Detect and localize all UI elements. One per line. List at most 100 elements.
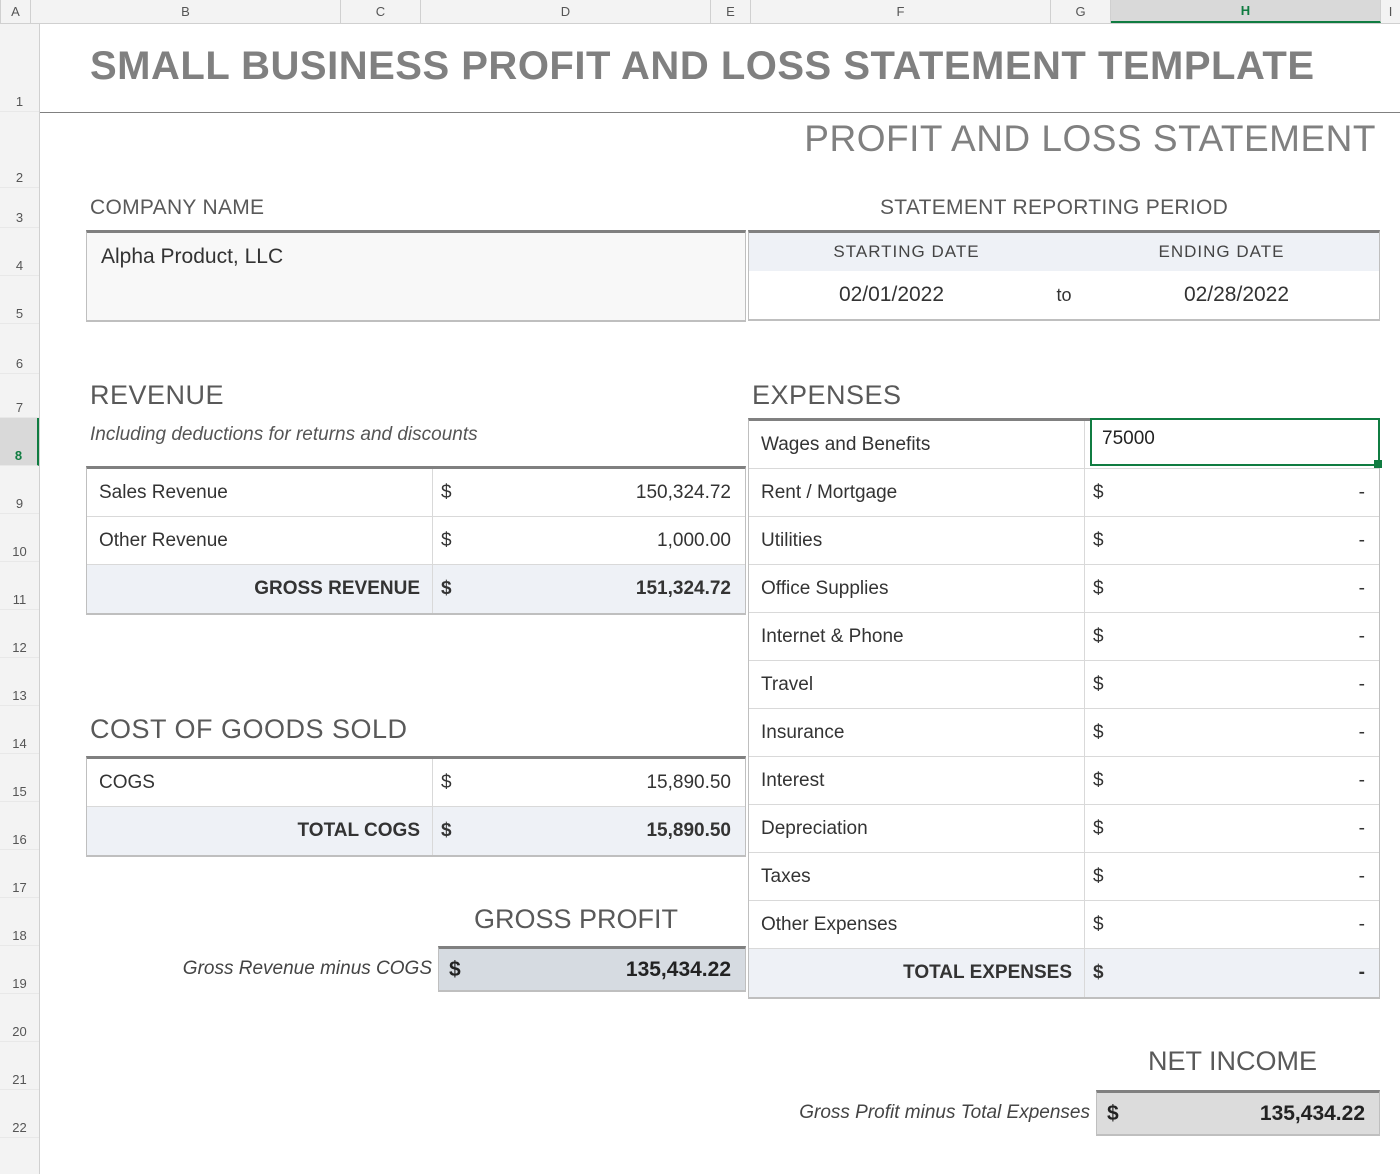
gross-profit-heading: GROSS PROFIT bbox=[474, 904, 678, 935]
column-header[interactable]: F bbox=[751, 0, 1051, 23]
expense-row-label: Rent / Mortgage bbox=[749, 469, 1085, 516]
currency-symbol: $ bbox=[433, 482, 463, 504]
table-row[interactable]: Depreciation$- bbox=[749, 805, 1379, 853]
revenue-note: Including deductions for returns and dis… bbox=[90, 424, 478, 446]
net-income-box: $ 135,434.22 bbox=[1096, 1090, 1380, 1136]
sheet-canvas[interactable]: SMALL BUSINESS PROFIT AND LOSS STATEMENT… bbox=[40, 24, 1400, 1174]
row-header[interactable]: 4 bbox=[0, 228, 39, 276]
column-header[interactable]: C bbox=[341, 0, 421, 23]
revenue-total-row: GROSS REVENUE $ 151,324.72 bbox=[87, 565, 745, 613]
gross-profit-note: Gross Revenue minus COGS bbox=[86, 958, 432, 980]
spreadsheet: ABCDEFGHI 123456789101112131415161718192… bbox=[0, 0, 1400, 1174]
column-header[interactable]: H bbox=[1111, 0, 1381, 23]
expense-row-label: Wages and Benefits bbox=[749, 421, 1085, 468]
active-cell-value: 75000 bbox=[1102, 428, 1155, 449]
currency-symbol: $ bbox=[433, 530, 463, 552]
table-row[interactable]: Travel$- bbox=[749, 661, 1379, 709]
row-header[interactable]: 8 bbox=[0, 418, 39, 466]
row-header[interactable]: 11 bbox=[0, 562, 39, 610]
row-header[interactable]: 10 bbox=[0, 514, 39, 562]
row-header[interactable]: 20 bbox=[0, 994, 39, 1042]
table-row[interactable]: COGS $ 15,890.50 bbox=[87, 759, 745, 807]
currency-symbol: $ bbox=[1085, 770, 1115, 792]
expense-row-label: Internet & Phone bbox=[749, 613, 1085, 660]
table-row[interactable]: Insurance$- bbox=[749, 709, 1379, 757]
table-row[interactable]: Interest$- bbox=[749, 757, 1379, 805]
column-header[interactable]: D bbox=[421, 0, 711, 23]
row-header[interactable]: 13 bbox=[0, 658, 39, 706]
period-end-header: ENDING DATE bbox=[1064, 233, 1379, 271]
expense-row-label: Office Supplies bbox=[749, 565, 1085, 612]
row-header[interactable]: 15 bbox=[0, 754, 39, 802]
table-row[interactable]: Other Expenses$- bbox=[749, 901, 1379, 949]
row-header-strip: 12345678910111213141516171819202122 bbox=[0, 24, 40, 1174]
expense-row-value: - bbox=[1115, 866, 1379, 888]
table-row[interactable]: Taxes$- bbox=[749, 853, 1379, 901]
row-header[interactable]: 5 bbox=[0, 276, 39, 324]
currency-symbol: $ bbox=[1085, 818, 1115, 840]
row-header[interactable]: 19 bbox=[0, 946, 39, 994]
page-subtitle: PROFIT AND LOSS STATEMENT bbox=[804, 118, 1376, 160]
row-header[interactable]: 7 bbox=[0, 374, 39, 418]
table-row[interactable]: Internet & Phone$- bbox=[749, 613, 1379, 661]
revenue-row-label: Sales Revenue bbox=[87, 469, 433, 516]
row-header[interactable]: 12 bbox=[0, 610, 39, 658]
currency-symbol: $ bbox=[1085, 914, 1115, 936]
column-header[interactable]: G bbox=[1051, 0, 1111, 23]
fill-handle[interactable] bbox=[1374, 460, 1382, 468]
period-start-value[interactable]: 02/01/2022 bbox=[749, 271, 1034, 319]
row-header[interactable]: 14 bbox=[0, 706, 39, 754]
period-box: STARTING DATE ENDING DATE 02/01/2022 to … bbox=[748, 230, 1380, 321]
expense-row-value: - bbox=[1115, 482, 1379, 504]
expense-row-label: Travel bbox=[749, 661, 1085, 708]
select-all-corner[interactable] bbox=[0, 0, 1, 23]
row-header[interactable]: 9 bbox=[0, 466, 39, 514]
expenses-table: Wages and BenefitsRent / Mortgage$-Utili… bbox=[748, 418, 1380, 999]
currency-symbol: $ bbox=[1085, 578, 1115, 600]
revenue-table: Sales Revenue $ 150,324.72 Other Revenue… bbox=[86, 466, 746, 615]
active-cell[interactable]: 75000 bbox=[1090, 418, 1380, 466]
currency-symbol: $ bbox=[433, 820, 463, 842]
row-header[interactable]: 6 bbox=[0, 324, 39, 374]
expense-row-label: Insurance bbox=[749, 709, 1085, 756]
net-income-value: 135,434.22 bbox=[1127, 1102, 1379, 1126]
revenue-total-value: 151,324.72 bbox=[463, 578, 745, 600]
row-header[interactable]: 17 bbox=[0, 850, 39, 898]
expense-row-value: - bbox=[1115, 722, 1379, 744]
row-header[interactable]: 22 bbox=[0, 1090, 39, 1138]
row-header[interactable]: 21 bbox=[0, 1042, 39, 1090]
expense-row-value: - bbox=[1115, 818, 1379, 840]
page-title: SMALL BUSINESS PROFIT AND LOSS STATEMENT… bbox=[90, 44, 1315, 89]
table-row[interactable]: Other Revenue $ 1,000.00 bbox=[87, 517, 745, 565]
table-row[interactable]: Sales Revenue $ 150,324.72 bbox=[87, 469, 745, 517]
period-start-header: STARTING DATE bbox=[749, 233, 1064, 271]
currency-symbol: $ bbox=[1085, 674, 1115, 696]
table-row[interactable]: Utilities$- bbox=[749, 517, 1379, 565]
company-name-box[interactable]: Alpha Product, LLC bbox=[86, 230, 746, 322]
row-header[interactable]: 3 bbox=[0, 188, 39, 228]
company-label: COMPANY NAME bbox=[90, 196, 264, 220]
table-row[interactable]: Office Supplies$- bbox=[749, 565, 1379, 613]
row-header[interactable]: 18 bbox=[0, 898, 39, 946]
column-header[interactable]: B bbox=[31, 0, 341, 23]
period-end-value[interactable]: 02/28/2022 bbox=[1094, 271, 1379, 319]
row-header[interactable]: 1 bbox=[0, 24, 39, 112]
expense-row-label: Taxes bbox=[749, 853, 1085, 900]
revenue-total-label: GROSS REVENUE bbox=[87, 565, 433, 613]
row-header[interactable]: 16 bbox=[0, 802, 39, 850]
column-header[interactable]: A bbox=[1, 0, 31, 23]
expense-row-label: Utilities bbox=[749, 517, 1085, 564]
gross-profit-value: 135,434.22 bbox=[469, 958, 745, 982]
currency-symbol: $ bbox=[1097, 1102, 1127, 1126]
column-header[interactable]: E bbox=[711, 0, 751, 23]
row-header[interactable]: 2 bbox=[0, 112, 39, 188]
currency-symbol: $ bbox=[1085, 482, 1115, 504]
cogs-total-value: 15,890.50 bbox=[463, 820, 745, 842]
currency-symbol: $ bbox=[1085, 866, 1115, 888]
expense-row-value: - bbox=[1115, 914, 1379, 936]
table-row[interactable]: Rent / Mortgage$- bbox=[749, 469, 1379, 517]
column-header[interactable]: I bbox=[1381, 0, 1400, 23]
revenue-row-value: 150,324.72 bbox=[463, 482, 745, 504]
cogs-row-label: COGS bbox=[87, 759, 433, 806]
expense-row-value: - bbox=[1115, 770, 1379, 792]
